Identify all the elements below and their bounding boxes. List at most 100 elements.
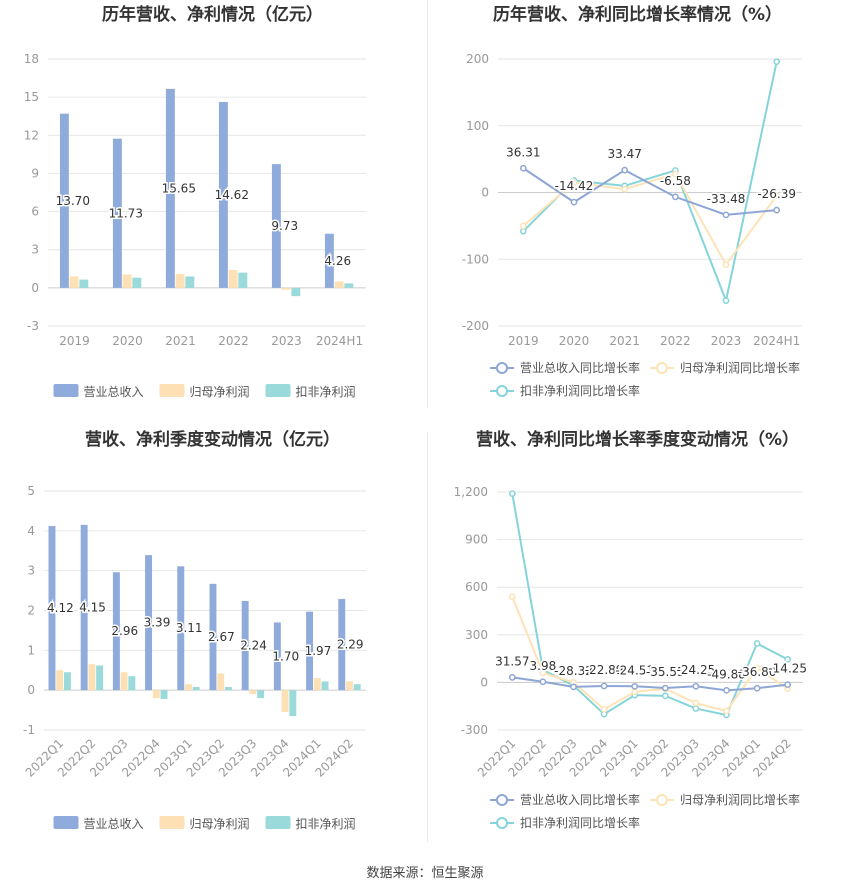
bar [128, 676, 136, 691]
bar [344, 283, 354, 288]
data-point [621, 185, 629, 193]
bar [132, 277, 142, 288]
bar-value-label: 15.65 [162, 181, 196, 195]
bar [120, 672, 128, 691]
legend-marker [656, 362, 668, 374]
bar-value-label: 4.15 [79, 601, 106, 615]
data-point [631, 682, 639, 690]
y-tick-label: -200 [462, 319, 489, 333]
annual-amount-chart-panel: 历年营收、净利情况（亿元） -3 0 3 6 9 12 15 18 2019 2020 2021 202… [0, 0, 425, 420]
x-tick-label: 2021 [609, 334, 640, 348]
legend-swatch [159, 384, 185, 397]
bar-value-label: 2.24 [240, 639, 267, 653]
point-value-label: -14.42 [555, 179, 594, 193]
bar-value-label: 3.11 [176, 621, 203, 635]
data-point [773, 192, 781, 200]
data-point [621, 166, 629, 174]
data-point [784, 656, 792, 663]
bar [353, 684, 361, 691]
bar [185, 684, 192, 691]
data-point [692, 705, 700, 712]
data-point [773, 58, 781, 66]
bar-value-label: 4.12 [47, 601, 74, 615]
x-tick-label: 2020 [559, 334, 590, 348]
data-point [539, 678, 547, 686]
x-tick-label: 2024H1 [753, 334, 800, 348]
bar [281, 287, 291, 290]
data-point [570, 198, 578, 206]
y-tick-label: 200 [466, 52, 489, 66]
y-tick-label: 4 [27, 524, 35, 538]
data-point [539, 669, 547, 677]
y-tick-label: 12 [24, 128, 39, 142]
point-value-label: -36.80 [738, 665, 777, 679]
bar-value-label: 2.96 [111, 624, 138, 638]
chart-title: 营收、净利同比增长率季度变动情况（%） [476, 429, 799, 450]
annual-growth-chart: 历年营收、净利同比增长率情况（%） -200 -100 0 100 200 2019 2020… [462, 4, 802, 398]
bar [59, 113, 69, 288]
x-tick-label: 2020 [112, 334, 143, 348]
legend-label: 扣非净利润同比增长率 [520, 815, 640, 830]
bar [324, 233, 334, 288]
bar [289, 690, 297, 717]
chart-title: 历年营收、净利情况（亿元） [102, 4, 323, 25]
bar [192, 686, 200, 691]
legend-label: 归母净利润同比增长率 [680, 792, 800, 807]
y-tick-label: 100 [466, 119, 489, 133]
bar [346, 681, 353, 691]
bar [306, 611, 314, 691]
quarterly-growth-chart: 营收、净利同比增长率季度变动情况（%）-30003006009001,20020… [454, 429, 809, 830]
legend-label: 归母净利润 [190, 817, 250, 831]
x-tick-label: 2021 [165, 334, 196, 348]
legend-label: 营业总收入 [84, 817, 144, 831]
bar [338, 598, 346, 691]
data-point [600, 682, 608, 690]
bar [224, 686, 232, 691]
bar [96, 665, 104, 691]
legend-label: 营业总收入同比增长率 [520, 360, 640, 375]
point-value-label: -33.48 [707, 192, 746, 206]
y-tick-label: 900 [465, 533, 488, 547]
point-value-label: -26.39 [757, 187, 796, 201]
data-point [631, 688, 639, 696]
panel-divider [427, 432, 428, 842]
bar [238, 272, 248, 288]
legend-label: 营业总收入同比增长率 [520, 792, 640, 807]
y-tick-label: 600 [465, 580, 488, 594]
bar [185, 276, 195, 288]
bar-value-label: 11.73 [109, 206, 143, 220]
series-line [511, 596, 789, 713]
bar-value-label: 13.70 [56, 194, 90, 208]
bar [218, 101, 228, 288]
point-value-label: -24.25 [677, 663, 716, 677]
annual-growth-chart-panel: 历年营收、净利同比增长率情况（%） -200 -100 0 100 200 2019 2020… [425, 0, 850, 420]
bar-value-label: 14.62 [215, 188, 249, 202]
bar [112, 572, 120, 691]
y-tick-label: 3 [27, 564, 35, 578]
data-point [753, 664, 761, 672]
legend-marker [496, 362, 508, 374]
bar [112, 138, 122, 288]
legend-swatch [53, 816, 79, 829]
chart-title: 营收、净利季度变动情况（亿元） [85, 429, 340, 450]
bar [80, 524, 88, 691]
data-point [773, 206, 781, 214]
bar [257, 690, 265, 699]
point-value-label: -49.88 [707, 667, 746, 681]
data-point [570, 179, 578, 186]
bar-value-label: 1.70 [272, 649, 299, 663]
y-tick-label: 1 [27, 643, 35, 657]
legend-label: 营业总收入 [84, 385, 144, 399]
bar [165, 88, 175, 288]
data-point [519, 164, 527, 172]
panel-divider [427, 0, 428, 408]
x-tick-label: 2023 [711, 334, 742, 348]
data-point [723, 707, 730, 715]
legend-label: 归母净利润 [190, 385, 250, 399]
y-tick-label: -3 [27, 319, 39, 333]
bar [217, 673, 225, 691]
bar [160, 690, 168, 699]
x-tick-label: 2024H1 [316, 334, 363, 348]
bar [281, 690, 289, 713]
point-value-label: -6.58 [660, 174, 691, 188]
